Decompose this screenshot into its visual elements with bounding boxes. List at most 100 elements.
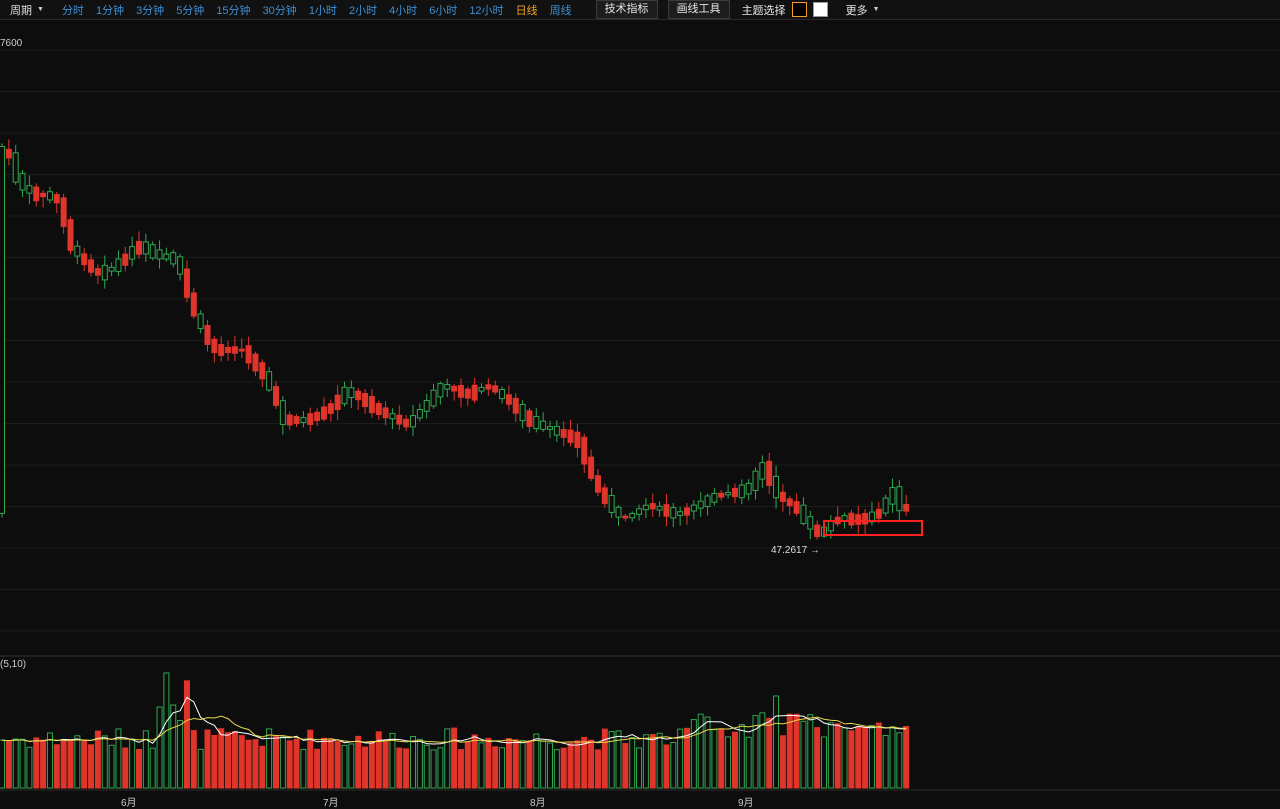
volume-bar: [389, 732, 396, 789]
candle-body: [19, 172, 26, 191]
candle-body: [238, 348, 245, 352]
volume-bar: [177, 720, 184, 789]
candle-body: [252, 353, 259, 372]
volume-bar: [773, 695, 780, 789]
candle-body: [745, 482, 752, 495]
volume-bar: [896, 732, 903, 789]
month-label-jul: 7月: [323, 798, 339, 809]
volume-bar: [94, 730, 101, 789]
candle-body: [800, 504, 807, 524]
volume-bar: [533, 733, 540, 789]
candle-body: [492, 385, 499, 393]
more-menu[interactable]: 更多 ▼: [846, 2, 880, 18]
timeframe-weekly[interactable]: 周线: [549, 4, 572, 17]
candle-body: [218, 344, 225, 356]
volume-bar: [81, 739, 88, 789]
candle-body: [567, 429, 574, 443]
theme-light-swatch[interactable]: [812, 2, 828, 17]
timeframe-12h[interactable]: 12小时: [469, 4, 504, 17]
timeframe-15m[interactable]: 15分钟: [216, 4, 251, 17]
candle-body: [300, 417, 307, 423]
candle-body: [588, 456, 595, 479]
volume-bar: [238, 735, 245, 789]
volume-bar: [225, 732, 232, 789]
candle-body: [649, 503, 656, 510]
candle-body: [882, 497, 889, 514]
candle-body: [307, 413, 314, 425]
candle-body: [231, 346, 238, 354]
volume-bar: [759, 712, 766, 789]
candle-body: [0, 145, 5, 514]
volume-bar: [779, 735, 786, 789]
timeframe-3m[interactable]: 3分钟: [136, 4, 165, 17]
period-selector[interactable]: 周期 ▼: [10, 2, 44, 18]
timeframe-1m[interactable]: 1分钟: [95, 4, 125, 17]
candle-body: [615, 506, 622, 518]
candle-body: [40, 192, 47, 198]
candlestick-chart[interactable]: [0, 20, 1280, 806]
volume-bar: [382, 741, 389, 789]
volume-bar: [211, 734, 218, 789]
volume-bar: [567, 742, 574, 789]
candle-body: [636, 508, 643, 515]
volume-bar: [827, 722, 834, 789]
volume-bar: [12, 738, 19, 789]
candle-body: [457, 385, 464, 398]
volume-bar: [499, 747, 506, 789]
volume-bar: [731, 731, 738, 789]
candle-body: [26, 185, 33, 194]
month-label-jun: 6月: [121, 798, 137, 809]
candle-body: [142, 241, 149, 255]
candle-body: [779, 491, 786, 502]
candle-body: [547, 426, 553, 430]
indicators-button[interactable]: 技术指标: [595, 0, 658, 19]
volume-bar: [403, 748, 410, 789]
volume-bar: [547, 742, 553, 789]
candle-body: [74, 245, 81, 257]
candle-body: [896, 486, 903, 512]
candle-body: [279, 400, 286, 425]
timeframe-30m[interactable]: 30分钟: [262, 4, 297, 17]
candle-body: [163, 253, 170, 260]
volume-bar: [423, 744, 430, 789]
candle-body: [464, 388, 471, 399]
timeframe-fenshi[interactable]: 分时: [61, 4, 84, 17]
timeframe-1h[interactable]: 1小时: [308, 4, 337, 17]
volume-bar: [882, 734, 889, 789]
candle-body: [766, 460, 773, 486]
candle-body: [499, 388, 506, 400]
timeframe-4h[interactable]: 4小时: [389, 4, 418, 17]
candle-body: [827, 520, 834, 532]
volume-bar: [471, 734, 478, 789]
timeframe-daily[interactable]: 日线: [515, 4, 538, 17]
timeframe-6h[interactable]: 6小时: [429, 4, 458, 17]
candle-body: [752, 470, 759, 491]
highlight-box: [823, 520, 923, 536]
candle-body: [327, 403, 334, 414]
candle-body: [341, 386, 348, 405]
volume-bar: [745, 736, 752, 789]
theme-dark-swatch[interactable]: [791, 2, 807, 17]
volume-bar: [0, 739, 5, 789]
candle-body: [362, 393, 369, 408]
volume-bar: [129, 739, 136, 789]
volume-bar: [5, 740, 12, 789]
volume-bar: [581, 736, 588, 789]
volume-bar: [204, 729, 211, 789]
candle-body: [725, 491, 732, 496]
candle-body: [690, 504, 697, 512]
drawing-tools-button[interactable]: 画线工具: [667, 0, 730, 19]
volume-bar: [245, 739, 252, 789]
volume-bars: [0, 672, 910, 789]
volume-bar: [725, 736, 732, 789]
timeframe-2h[interactable]: 2小时: [348, 4, 378, 17]
candle-body: [478, 386, 485, 392]
candle-body: [738, 484, 745, 499]
candle-body: [67, 219, 74, 251]
candle-body: [396, 414, 403, 425]
candle-body: [245, 345, 252, 364]
volume-bar: [560, 747, 567, 789]
timeframe-5m[interactable]: 5分钟: [176, 4, 205, 17]
candle-body: [855, 514, 862, 525]
volume-bar: [334, 741, 341, 789]
